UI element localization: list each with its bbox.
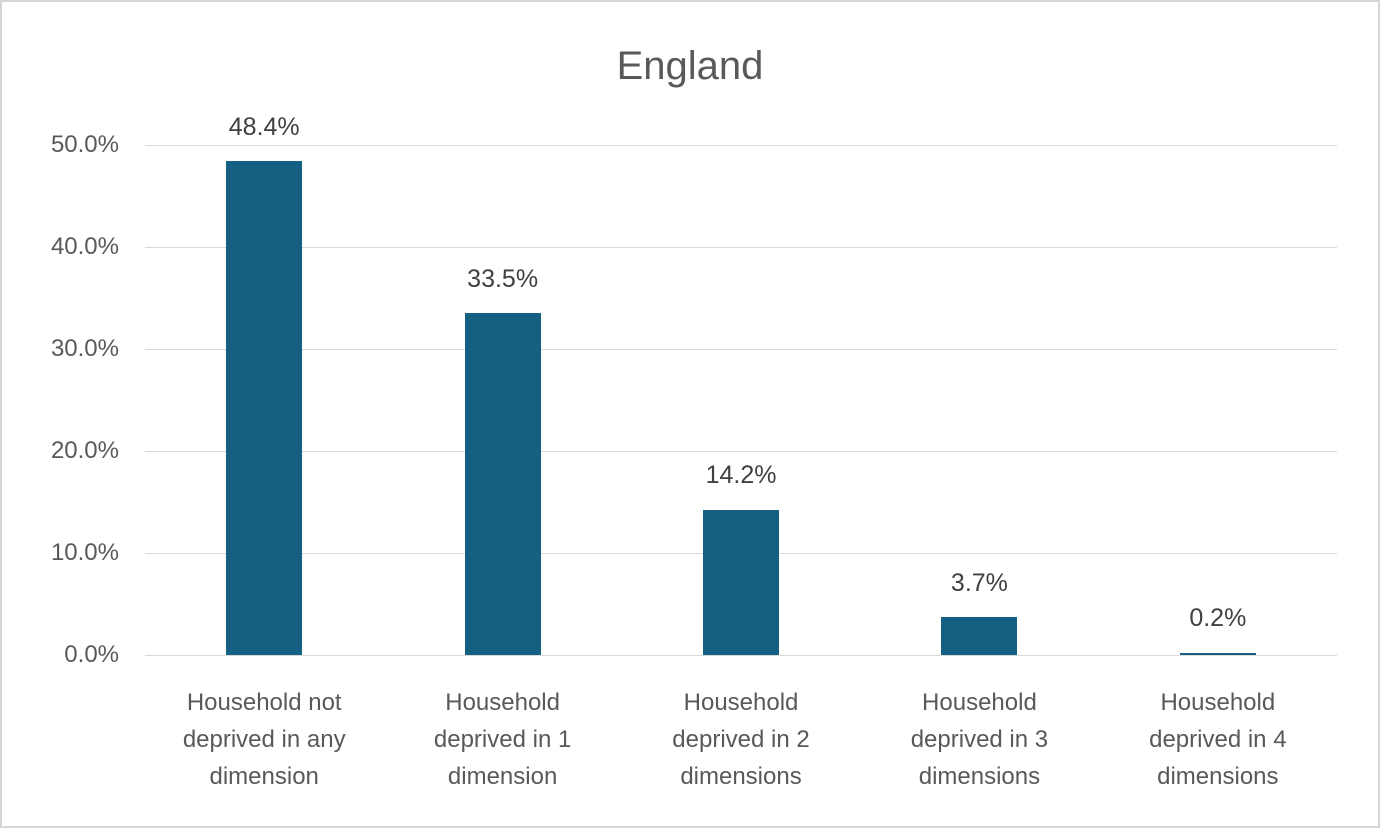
gridline (145, 144, 1337, 146)
category-label: Household deprived in 3 dimensions (910, 689, 1049, 790)
y-tick-label: 50.0% (50, 131, 119, 158)
y-tick-label: 30.0% (50, 335, 119, 362)
y-tick-label: 40.0% (50, 233, 119, 260)
data-label: 14.2% (705, 461, 777, 490)
plot-area: 48.4% 33.5% 14.2% 3.7% 0.2% 0.0% 10.0% 20.0% 30… (51, 113, 1337, 668)
y-tick-label: 20.0% (50, 437, 119, 464)
data-label: 0.2% (1189, 604, 1247, 633)
data-label: 48.4% (228, 112, 300, 141)
category-label: Household deprived in 2 dimensions (672, 689, 810, 790)
y-tick-label: 10.0% (50, 539, 119, 566)
bar-slot: 48.4% (145, 113, 383, 655)
category-label: Household deprived in 1 dimension (433, 689, 572, 790)
data-label: 33.5% (467, 264, 539, 293)
bar-4 (941, 617, 1018, 655)
bar-slot: 14.2% (622, 145, 860, 655)
bar-2 (464, 313, 541, 655)
bar-1 (226, 161, 303, 655)
bar-5 (1179, 652, 1256, 655)
gridline (145, 450, 1337, 452)
bar-slot: 3.7% (860, 145, 1098, 655)
x-axis-labels: Household not deprived in any dimension H… (145, 684, 1337, 795)
bar-3 (703, 510, 780, 655)
data-label: 3.7% (950, 568, 1008, 597)
x-axis-line (145, 654, 1337, 656)
bar-slot: 33.5% (383, 145, 621, 655)
bar-series: 48.4% 33.5% 14.2% 3.7% 0.2% (145, 113, 1337, 655)
chart-title: England (616, 44, 764, 88)
y-tick-label: 0.0% (64, 641, 119, 668)
bar-slot: 0.2% (1099, 145, 1337, 655)
category-label: Household deprived in 4 dimensions (1149, 689, 1287, 790)
category-label: Household not deprived in any dimension (182, 689, 346, 790)
gridline (145, 246, 1337, 248)
gridline (145, 348, 1337, 350)
